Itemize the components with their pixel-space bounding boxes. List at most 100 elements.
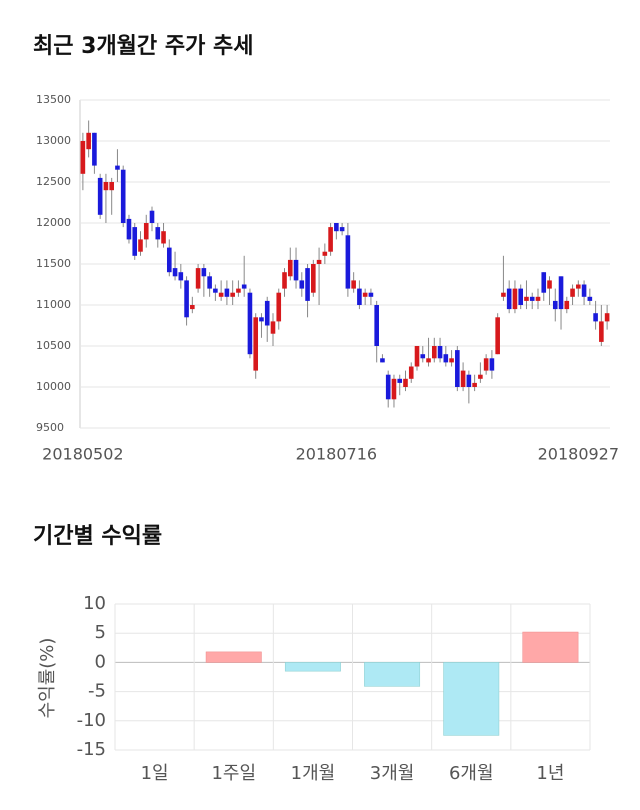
candle-body bbox=[80, 141, 86, 174]
candle-body bbox=[374, 305, 379, 346]
candle-body bbox=[109, 182, 114, 191]
y-tick-label: -15 bbox=[77, 739, 106, 760]
candle-body bbox=[241, 284, 247, 289]
candle-body bbox=[455, 350, 460, 387]
candle-body bbox=[408, 366, 414, 379]
candle-body bbox=[541, 272, 547, 293]
candle-body bbox=[264, 300, 270, 326]
candle-body bbox=[587, 296, 593, 301]
candle-body bbox=[391, 378, 397, 400]
candle-body bbox=[311, 264, 316, 293]
candle-body bbox=[449, 358, 454, 363]
candle-body bbox=[224, 288, 230, 297]
candle-body bbox=[236, 288, 241, 293]
candle-body bbox=[581, 284, 587, 297]
candle-body bbox=[368, 292, 374, 297]
y-tick-label: 12000 bbox=[36, 216, 71, 229]
candle-body bbox=[270, 321, 276, 334]
candle-body bbox=[138, 239, 143, 252]
candle-body bbox=[253, 317, 259, 371]
candle-body bbox=[155, 227, 161, 240]
candle-body bbox=[190, 305, 195, 310]
y-axis-label: 수익률(%) bbox=[37, 638, 58, 719]
candle-body bbox=[293, 259, 299, 281]
candle-body bbox=[92, 132, 97, 166]
y-tick-label: 9500 bbox=[36, 421, 64, 434]
candle-body bbox=[143, 223, 149, 240]
candle-body bbox=[397, 378, 403, 383]
candle-body bbox=[339, 227, 345, 232]
y-tick-label: 11500 bbox=[36, 257, 71, 270]
candle-body bbox=[149, 210, 155, 223]
candle-body bbox=[103, 182, 109, 191]
candle-body bbox=[426, 358, 431, 363]
candle-body bbox=[184, 280, 189, 318]
candle-body bbox=[282, 272, 287, 289]
candle-body bbox=[161, 231, 166, 244]
y-tick-label: -5 bbox=[88, 681, 106, 702]
candle-body bbox=[287, 259, 293, 277]
candle-body bbox=[166, 247, 172, 273]
candle-body bbox=[495, 317, 500, 355]
candle-body bbox=[195, 268, 201, 289]
candle-body bbox=[570, 288, 575, 297]
candle-body bbox=[218, 292, 224, 297]
bar bbox=[284, 662, 341, 672]
candle-body bbox=[547, 280, 552, 289]
y-tick-label: -10 bbox=[77, 710, 106, 731]
candle-body bbox=[334, 223, 339, 232]
candle-body bbox=[512, 288, 518, 310]
y-tick-label: 5 bbox=[95, 622, 106, 643]
candle-body bbox=[322, 251, 328, 256]
candle-body bbox=[172, 268, 178, 277]
x-tick-label: 6개월 bbox=[449, 763, 494, 784]
candle-body bbox=[115, 165, 120, 170]
candle-body bbox=[558, 276, 564, 310]
candle-body bbox=[276, 292, 282, 322]
candle-body bbox=[97, 177, 103, 215]
candle-body bbox=[201, 268, 207, 277]
y-tick-label: 0 bbox=[95, 651, 106, 672]
y-tick-label: 13000 bbox=[36, 134, 71, 147]
candle-body bbox=[230, 292, 235, 297]
candle-body bbox=[362, 292, 368, 297]
x-tick-label: 1개월 bbox=[291, 763, 336, 784]
candle-body bbox=[259, 317, 264, 322]
y-tick-label: 10000 bbox=[36, 380, 71, 393]
candle-body bbox=[328, 227, 333, 252]
candle-body bbox=[345, 235, 351, 289]
candle-body bbox=[207, 276, 212, 289]
candle-body bbox=[437, 346, 443, 359]
candle-body bbox=[552, 300, 558, 310]
x-tick-label: 1주일 bbox=[211, 763, 256, 784]
candle-body bbox=[247, 292, 253, 355]
candle-body bbox=[420, 354, 426, 359]
candle-body bbox=[535, 296, 541, 301]
candle-body bbox=[213, 288, 218, 293]
candle-body bbox=[86, 132, 91, 150]
x-tick-label: 1년 bbox=[536, 763, 564, 784]
x-tick-label: 20180927 bbox=[538, 445, 619, 464]
candle-body bbox=[351, 280, 356, 289]
bar bbox=[443, 662, 500, 736]
y-tick-label: 10 bbox=[83, 593, 106, 614]
bar bbox=[205, 651, 262, 663]
candle-body bbox=[380, 358, 385, 363]
chart-title: 기간별 수익률 bbox=[33, 524, 162, 549]
candle-body bbox=[472, 382, 477, 387]
candle-body bbox=[478, 374, 483, 379]
candle-body bbox=[501, 292, 506, 297]
candle-body bbox=[431, 346, 437, 359]
y-tick-label: 13500 bbox=[36, 93, 71, 106]
y-tick-label: 10500 bbox=[36, 339, 71, 352]
candle-body bbox=[178, 272, 184, 281]
candle-body bbox=[132, 227, 138, 256]
candle-body bbox=[305, 268, 310, 301]
candle-body bbox=[593, 313, 598, 322]
y-tick-label: 12500 bbox=[36, 175, 71, 188]
candle-body bbox=[357, 288, 362, 305]
candle-body bbox=[489, 358, 495, 371]
candle-body bbox=[518, 288, 524, 305]
candle-body bbox=[414, 346, 420, 367]
